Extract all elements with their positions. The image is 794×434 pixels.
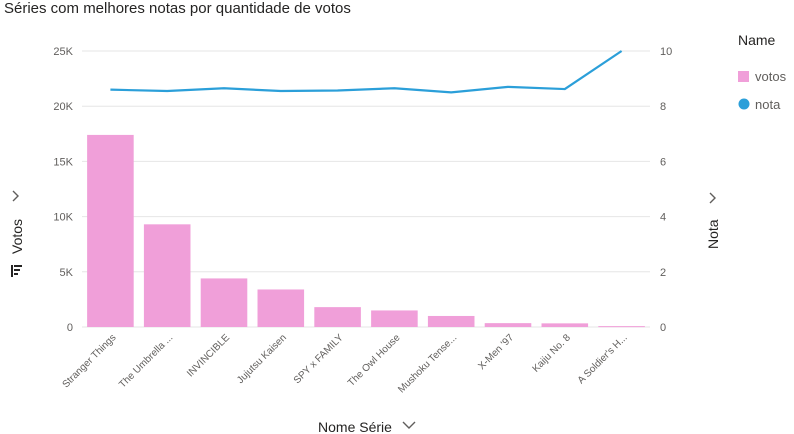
- bar[interactable]: [257, 289, 305, 327]
- legend-swatch-nota: [738, 98, 750, 110]
- x-axis-title-group[interactable]: Nome Série: [318, 419, 416, 434]
- nota-line[interactable]: [110, 50, 623, 94]
- y2-tick-label: 8: [660, 101, 666, 113]
- secondary-axis-title-group[interactable]: Nota: [705, 192, 721, 249]
- y-axis-ticks: 0 5K 10K 15K 20K 25K: [53, 46, 73, 334]
- sort-icon[interactable]: [11, 265, 22, 277]
- x-tick-label: The Umbrella ...: [117, 332, 175, 390]
- legend-title: Name: [738, 32, 776, 48]
- x-tick-label: Kaiju No. 8: [531, 332, 574, 375]
- bars: [87, 134, 645, 328]
- legend-swatch-votos: [738, 71, 749, 82]
- x-tick-label: Stranger Things: [61, 332, 119, 390]
- bar[interactable]: [484, 323, 532, 327]
- line-series: [110, 50, 623, 94]
- y-tick-label: 15K: [53, 156, 73, 168]
- bar[interactable]: [87, 134, 134, 327]
- legend-label-nota[interactable]: nota: [755, 97, 781, 112]
- bar[interactable]: [314, 307, 361, 327]
- y2-tick-label: 4: [660, 212, 666, 224]
- y2-tick-label: 10: [660, 46, 672, 58]
- y2-tick-label: 6: [660, 156, 666, 168]
- x-tick-label: Jujutsu Kaisen: [235, 332, 289, 386]
- bar[interactable]: [200, 278, 248, 327]
- bar[interactable]: [541, 323, 589, 327]
- x-tick-label: A Soldier's H...: [576, 332, 630, 386]
- bar[interactable]: [143, 224, 191, 327]
- bar[interactable]: [371, 310, 418, 327]
- x-tick-label: Mushoku Tense...: [396, 332, 459, 395]
- legend-label-votos[interactable]: votos: [755, 69, 787, 84]
- chevron-down-icon: [402, 421, 416, 429]
- secondary-axis-title: Nota: [705, 219, 721, 249]
- legend: Name votos nota: [738, 32, 787, 112]
- bar[interactable]: [598, 326, 645, 328]
- x-tick-label: The Owl House: [346, 332, 403, 389]
- y-tick-label: 0: [67, 322, 73, 334]
- chevron-right-icon: [709, 192, 716, 204]
- bar[interactable]: [427, 315, 475, 327]
- chart-title: Séries com melhores notas por quantidade…: [4, 0, 351, 17]
- y-tick-label: 20K: [53, 101, 73, 113]
- x-axis-title: Nome Série: [318, 419, 392, 434]
- x-tick-label: INVINCIBLE: [185, 332, 232, 379]
- y2-tick-label: 0: [660, 322, 666, 334]
- y2-tick-label: 2: [660, 267, 666, 279]
- x-tick-label: X-Men '97: [476, 332, 516, 372]
- secondary-axis-ticks: 0 2 4 6 8 10: [660, 46, 672, 334]
- y-tick-label: 25K: [53, 46, 73, 58]
- y-tick-label: 5K: [60, 267, 74, 279]
- y-tick-label: 10K: [53, 212, 73, 224]
- x-tick-label: SPY x FAMILY: [292, 332, 346, 386]
- chevron-right-icon: [12, 190, 19, 202]
- y-axis-title: Votos: [9, 219, 25, 254]
- y-axis-title-group[interactable]: Votos: [9, 190, 25, 277]
